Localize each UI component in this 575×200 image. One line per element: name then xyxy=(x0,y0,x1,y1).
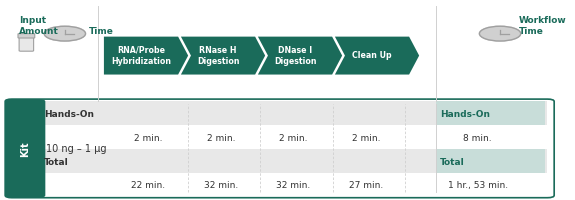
Text: 1 hr., 53 min.: 1 hr., 53 min. xyxy=(448,180,508,189)
Text: Input
Amount: Input Amount xyxy=(19,16,59,36)
Text: 10 ng – 1 μg: 10 ng – 1 μg xyxy=(46,144,106,154)
Text: Total: Total xyxy=(44,157,69,166)
FancyBboxPatch shape xyxy=(5,100,45,198)
Text: RNA/Probe
Hybridization: RNA/Probe Hybridization xyxy=(111,45,171,65)
FancyBboxPatch shape xyxy=(39,150,547,173)
FancyBboxPatch shape xyxy=(18,34,34,39)
FancyBboxPatch shape xyxy=(39,173,547,195)
Text: 32 min.: 32 min. xyxy=(204,180,238,189)
Text: Clean Up: Clean Up xyxy=(352,51,392,60)
Text: Kit: Kit xyxy=(20,141,30,156)
Text: DNase I
Digestion: DNase I Digestion xyxy=(274,45,316,65)
Polygon shape xyxy=(258,37,342,75)
Polygon shape xyxy=(335,37,419,75)
Text: 27 min.: 27 min. xyxy=(349,180,384,189)
FancyBboxPatch shape xyxy=(39,102,547,126)
Text: Hands-On: Hands-On xyxy=(440,109,490,118)
Text: Workflow
Time: Workflow Time xyxy=(519,16,566,36)
Text: 2 min.: 2 min. xyxy=(207,133,235,142)
Text: Hands-On: Hands-On xyxy=(44,109,94,118)
Text: 2 min.: 2 min. xyxy=(135,133,163,142)
Text: 2 min.: 2 min. xyxy=(352,133,381,142)
Text: 22 min.: 22 min. xyxy=(132,180,166,189)
Text: 2 min.: 2 min. xyxy=(279,133,308,142)
FancyBboxPatch shape xyxy=(5,100,554,198)
FancyBboxPatch shape xyxy=(19,36,33,52)
Text: 8 min.: 8 min. xyxy=(463,133,492,142)
Circle shape xyxy=(44,27,86,42)
FancyBboxPatch shape xyxy=(436,102,545,126)
Text: Time: Time xyxy=(89,27,114,36)
Text: RNase H
Digestion: RNase H Digestion xyxy=(197,45,239,65)
Polygon shape xyxy=(181,37,265,75)
FancyBboxPatch shape xyxy=(39,126,547,150)
Text: Total: Total xyxy=(440,157,465,166)
Text: 32 min.: 32 min. xyxy=(277,180,310,189)
FancyBboxPatch shape xyxy=(436,150,545,173)
Circle shape xyxy=(480,27,521,42)
Polygon shape xyxy=(104,37,188,75)
